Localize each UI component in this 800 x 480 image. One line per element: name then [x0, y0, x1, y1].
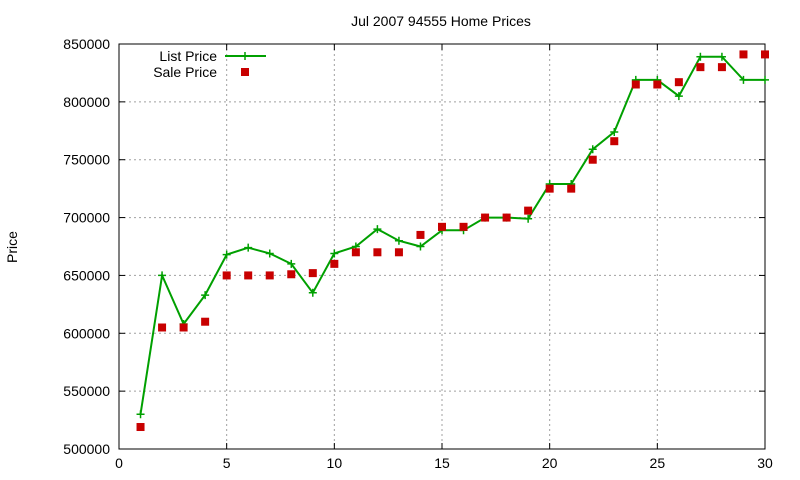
- chart-title: Jul 2007 94555 Home Prices: [351, 13, 531, 29]
- legend-label-list-price: List Price: [159, 48, 217, 64]
- list-price-point: [588, 145, 597, 154]
- sale-price-point: [631, 80, 640, 89]
- list-price-point: [739, 75, 748, 84]
- y-tick-label: 600000: [63, 325, 110, 341]
- series-line-list-price: [139, 55, 765, 415]
- sale-price-point: [265, 271, 274, 280]
- list-price-point: [158, 271, 167, 280]
- y-tick-label: 700000: [63, 210, 110, 226]
- list-price-point: [717, 52, 726, 61]
- sale-price-point: [502, 213, 511, 222]
- y-tick-label: 750000: [63, 152, 110, 168]
- x-tick-label: 5: [223, 455, 231, 471]
- sale-price-point: [653, 80, 662, 89]
- sale-price-point: [330, 259, 339, 268]
- sale-price-point: [438, 222, 446, 231]
- y-axis-label: Price: [4, 231, 20, 263]
- list-price-point: [287, 259, 296, 268]
- list-price-point: [696, 52, 705, 61]
- sale-price-point: [308, 269, 317, 278]
- y-tick-label: 850000: [63, 36, 110, 52]
- sale-price-point: [696, 63, 705, 72]
- x-tick-label: 15: [434, 455, 450, 471]
- sale-price-point: [416, 230, 425, 239]
- list-price-point: [136, 410, 145, 419]
- list-price-point: [524, 214, 533, 223]
- sale-price-point: [717, 63, 726, 72]
- sale-price-point: [567, 184, 576, 193]
- sale-price-point: [524, 206, 533, 215]
- sale-price-point: [136, 423, 145, 432]
- sale-price-point: [158, 323, 167, 332]
- list-price-point: [674, 92, 683, 101]
- list-price-point: [416, 242, 425, 251]
- sale-price-point: [459, 222, 468, 231]
- list-price-point: [330, 249, 339, 258]
- sale-price-point: [351, 248, 360, 257]
- x-tick-label: 30: [757, 455, 773, 471]
- gridlines: [119, 44, 765, 449]
- list-price-point: [244, 243, 253, 252]
- sale-price-point: [481, 213, 490, 222]
- sale-price-point: [394, 248, 403, 257]
- series: [136, 50, 769, 432]
- sale-price-point: [588, 155, 597, 164]
- sale-price-point: [674, 78, 683, 87]
- legend-marker-sale-price: [241, 68, 249, 76]
- x-tick-label: 0: [115, 455, 123, 471]
- y-tick-label: 550000: [63, 383, 110, 399]
- sale-price-point: [244, 271, 253, 280]
- sale-price-point: [373, 248, 382, 257]
- x-tick-label: 10: [327, 455, 343, 471]
- y-tick-label: 650000: [63, 267, 110, 283]
- legend-marker-list-price: [241, 52, 249, 60]
- list-price-point: [610, 127, 619, 136]
- list-price-point: [265, 249, 274, 258]
- list-price-point: [394, 236, 403, 245]
- sale-price-point: [287, 270, 296, 279]
- y-tick-label: 500000: [63, 441, 110, 457]
- y-tick-label: 800000: [63, 94, 110, 110]
- sale-price-point: [201, 317, 210, 326]
- sale-price-point: [610, 137, 619, 146]
- legend: List Price Sale Price: [153, 48, 266, 80]
- sale-price-point: [761, 50, 769, 59]
- sale-price-point: [739, 50, 748, 59]
- legend-label-sale-price: Sale Price: [153, 64, 217, 80]
- list-price-point: [373, 225, 382, 234]
- sale-price-point: [222, 271, 231, 280]
- x-tick-label: 25: [650, 455, 666, 471]
- sale-price-point: [179, 323, 188, 332]
- sale-price-point: [545, 184, 554, 193]
- x-tick-label: 20: [542, 455, 558, 471]
- list-price-point: [201, 291, 210, 300]
- list-price-point: [222, 250, 231, 259]
- axis-ticks: 0 5 10 15 20 25 30 500000 550000 600000 650000 7000…: [63, 36, 773, 471]
- list-price-point: [308, 288, 317, 297]
- list-price-point: [761, 75, 769, 84]
